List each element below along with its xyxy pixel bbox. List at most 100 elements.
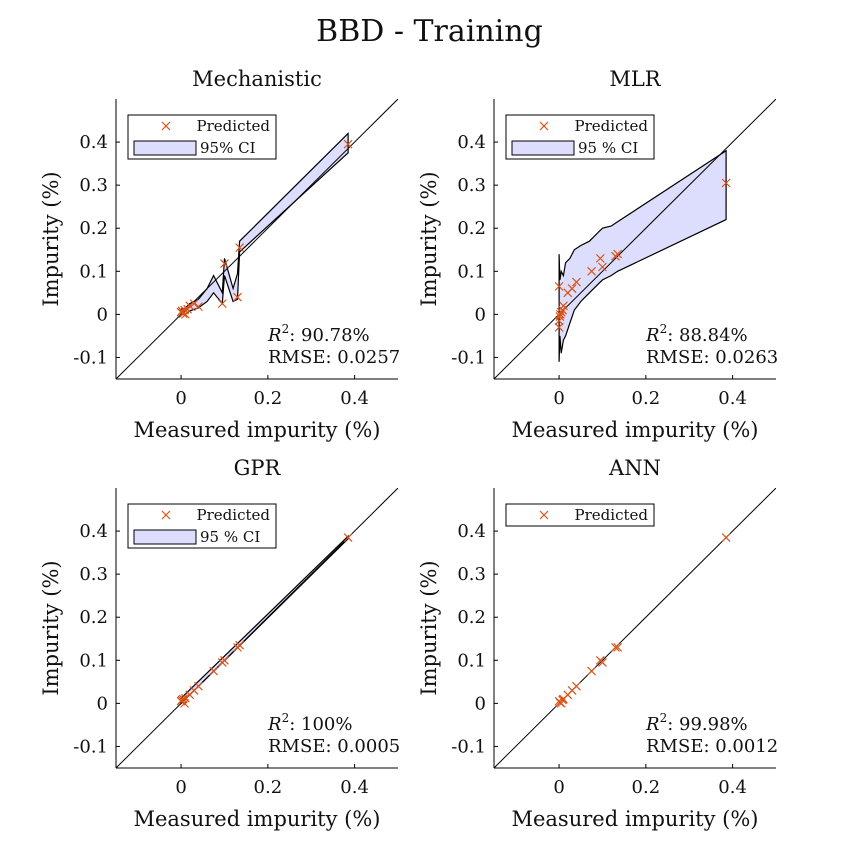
y-tick-label: 0.1 <box>457 261 486 282</box>
predicted-point <box>587 666 597 676</box>
predicted-point <box>587 266 597 276</box>
y-tick-label: 0.2 <box>79 218 108 239</box>
predicted-point <box>558 301 568 311</box>
predicted-point <box>572 277 581 287</box>
predicted-point <box>556 307 566 317</box>
x-tick-label: 0 <box>553 388 564 409</box>
panel-ann: ANN 0 0.2 0.4 -0.1 0 0.1 0.2 0.3 0.4 Measured impu… <box>417 456 778 831</box>
y-tick-label: -0.1 <box>73 347 108 368</box>
legend-marker <box>161 510 171 520</box>
predicted-point <box>220 655 229 665</box>
panel-gpr: GPR 0 0.2 0.4 -0.1 0 0.1 0.2 0.3 0.4 Measured impu… <box>39 456 400 831</box>
x-tick-label: 0.4 <box>340 388 369 409</box>
x-tick-label: 0.2 <box>632 388 661 409</box>
predicted-point <box>194 681 203 691</box>
rmse-annotation: RMSE: 0.0263 <box>646 347 778 368</box>
predicted-point <box>217 299 227 309</box>
rmse-annotation: RMSE: 0.0005 <box>268 736 400 757</box>
predicted-point <box>343 139 353 149</box>
panel-title: MLR <box>609 67 661 91</box>
predicted-point <box>180 309 190 319</box>
x-tick-label: 0.2 <box>254 388 283 409</box>
x-tick-label: 0.4 <box>718 388 747 409</box>
y-tick-label: 0.3 <box>79 175 108 196</box>
y-axis-label: Impurity (%) <box>417 171 441 306</box>
x-axis-label: Measured impurity (%) <box>133 807 380 831</box>
ci-band <box>180 132 349 315</box>
y-tick-label: 0.1 <box>79 650 108 671</box>
y-tick-label: 0.2 <box>457 607 486 628</box>
y-tick-label: 0.1 <box>457 650 486 671</box>
predicted-point <box>194 302 203 312</box>
legend-label: Predicted <box>197 506 271 524</box>
y-axis-label: Impurity (%) <box>417 560 441 695</box>
predicted-point <box>611 642 620 652</box>
x-tick-label: 0 <box>175 777 186 798</box>
predicted-point <box>235 640 245 650</box>
x-axis-label: Measured impurity (%) <box>511 807 758 831</box>
y-tick-label: 0.2 <box>457 218 486 239</box>
predicted-point <box>721 178 731 188</box>
predicted-point <box>235 243 245 253</box>
predicted-point <box>595 253 605 263</box>
legend-label: Predicted <box>197 117 271 135</box>
predicted-point <box>220 259 229 268</box>
y-tick-label: 0.2 <box>79 607 108 628</box>
y-tick-label: 0 <box>97 304 108 325</box>
plot-content <box>116 99 398 379</box>
r2-annotation: R2: 90.78% <box>267 322 370 346</box>
x-tick-label: 0.4 <box>340 777 369 798</box>
legend-box <box>505 503 655 527</box>
panel-title: Mechanistic <box>192 67 322 91</box>
legend-marker <box>539 510 549 520</box>
predicted-point <box>209 666 219 676</box>
ci-band <box>558 149 727 362</box>
plot-content <box>116 488 398 768</box>
y-tick-label: 0.4 <box>457 132 486 153</box>
legend-label: Predicted <box>575 506 649 524</box>
x-tick-label: 0 <box>175 388 186 409</box>
y-tick-label: 0 <box>475 693 486 714</box>
legend-label: Predicted <box>575 117 649 135</box>
legend-label: 95% CI <box>200 139 256 157</box>
predicted-point <box>721 533 731 542</box>
r2-annotation: R2: 100% <box>267 711 352 735</box>
x-tick-label: 0 <box>553 777 564 798</box>
predicted-point <box>598 262 607 272</box>
panel-title: ANN <box>608 456 661 480</box>
predicted-point <box>567 284 577 293</box>
predicted-point <box>189 299 199 309</box>
predicted-point <box>180 693 190 703</box>
predicted-point <box>613 642 623 652</box>
predicted-point <box>554 281 564 291</box>
y-tick-label: -0.1 <box>451 347 486 368</box>
predicted-point <box>598 658 607 667</box>
y-axis-label: Impurity (%) <box>39 560 63 695</box>
y-tick-label: 0.3 <box>79 564 108 585</box>
x-axis-label: Measured impurity (%) <box>511 418 758 442</box>
predicted-point <box>572 681 581 691</box>
y-axis-label: Impurity (%) <box>39 171 63 306</box>
legend-ci-swatch <box>133 529 197 545</box>
rmse-annotation: RMSE: 0.0012 <box>646 736 778 757</box>
predicted-point <box>343 533 353 542</box>
legend-marker <box>539 121 549 131</box>
x-axis-label: Measured impurity (%) <box>133 418 380 442</box>
figure-title: BBD - Training <box>316 14 543 49</box>
r2-annotation: R2: 88.84% <box>645 322 748 346</box>
identity-line <box>494 99 776 379</box>
y-tick-label: 0.3 <box>457 175 486 196</box>
y-tick-label: 0 <box>97 693 108 714</box>
y-tick-label: 0.4 <box>79 132 108 153</box>
r2-annotation: R2: 99.98% <box>645 711 748 735</box>
plot-content <box>494 488 776 768</box>
y-tick-label: -0.1 <box>451 736 486 757</box>
predicted-point <box>185 301 195 311</box>
predicted-point <box>555 309 565 319</box>
predicted-point <box>233 292 242 302</box>
y-tick-label: 0.3 <box>457 564 486 585</box>
predicted-point <box>554 322 564 332</box>
panel-mlr: MLR 0 0.2 0.4 -0.1 0 0.1 0.2 0.3 0.4 Measured impu… <box>417 67 778 442</box>
x-tick-label: 0.2 <box>254 777 283 798</box>
